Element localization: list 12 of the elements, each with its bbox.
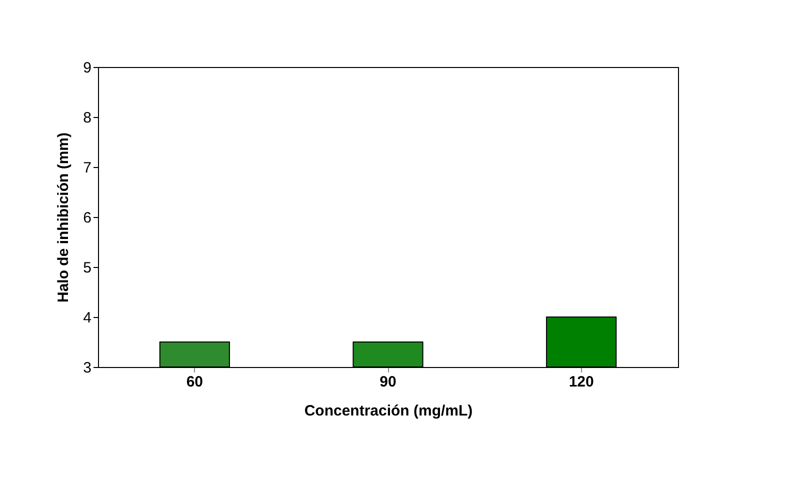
- y-axis-title: Halo de inhibición (mm): [55, 132, 72, 303]
- y-tick-label: 3: [83, 360, 92, 376]
- y-tick-label: 5: [83, 260, 92, 276]
- x-tick-label: 90: [380, 374, 396, 390]
- x-tick-label: 60: [186, 374, 204, 390]
- x-tick-label: 120: [568, 374, 594, 390]
- y-tick-label: 4: [83, 310, 92, 326]
- x-axis-title: Concentración (mg/mL): [304, 402, 473, 420]
- y-tick-label: 9: [83, 60, 92, 76]
- y-tick-label: 6: [83, 210, 92, 226]
- y-tick-label: 8: [83, 110, 92, 126]
- y-tick-label: 7: [83, 160, 92, 176]
